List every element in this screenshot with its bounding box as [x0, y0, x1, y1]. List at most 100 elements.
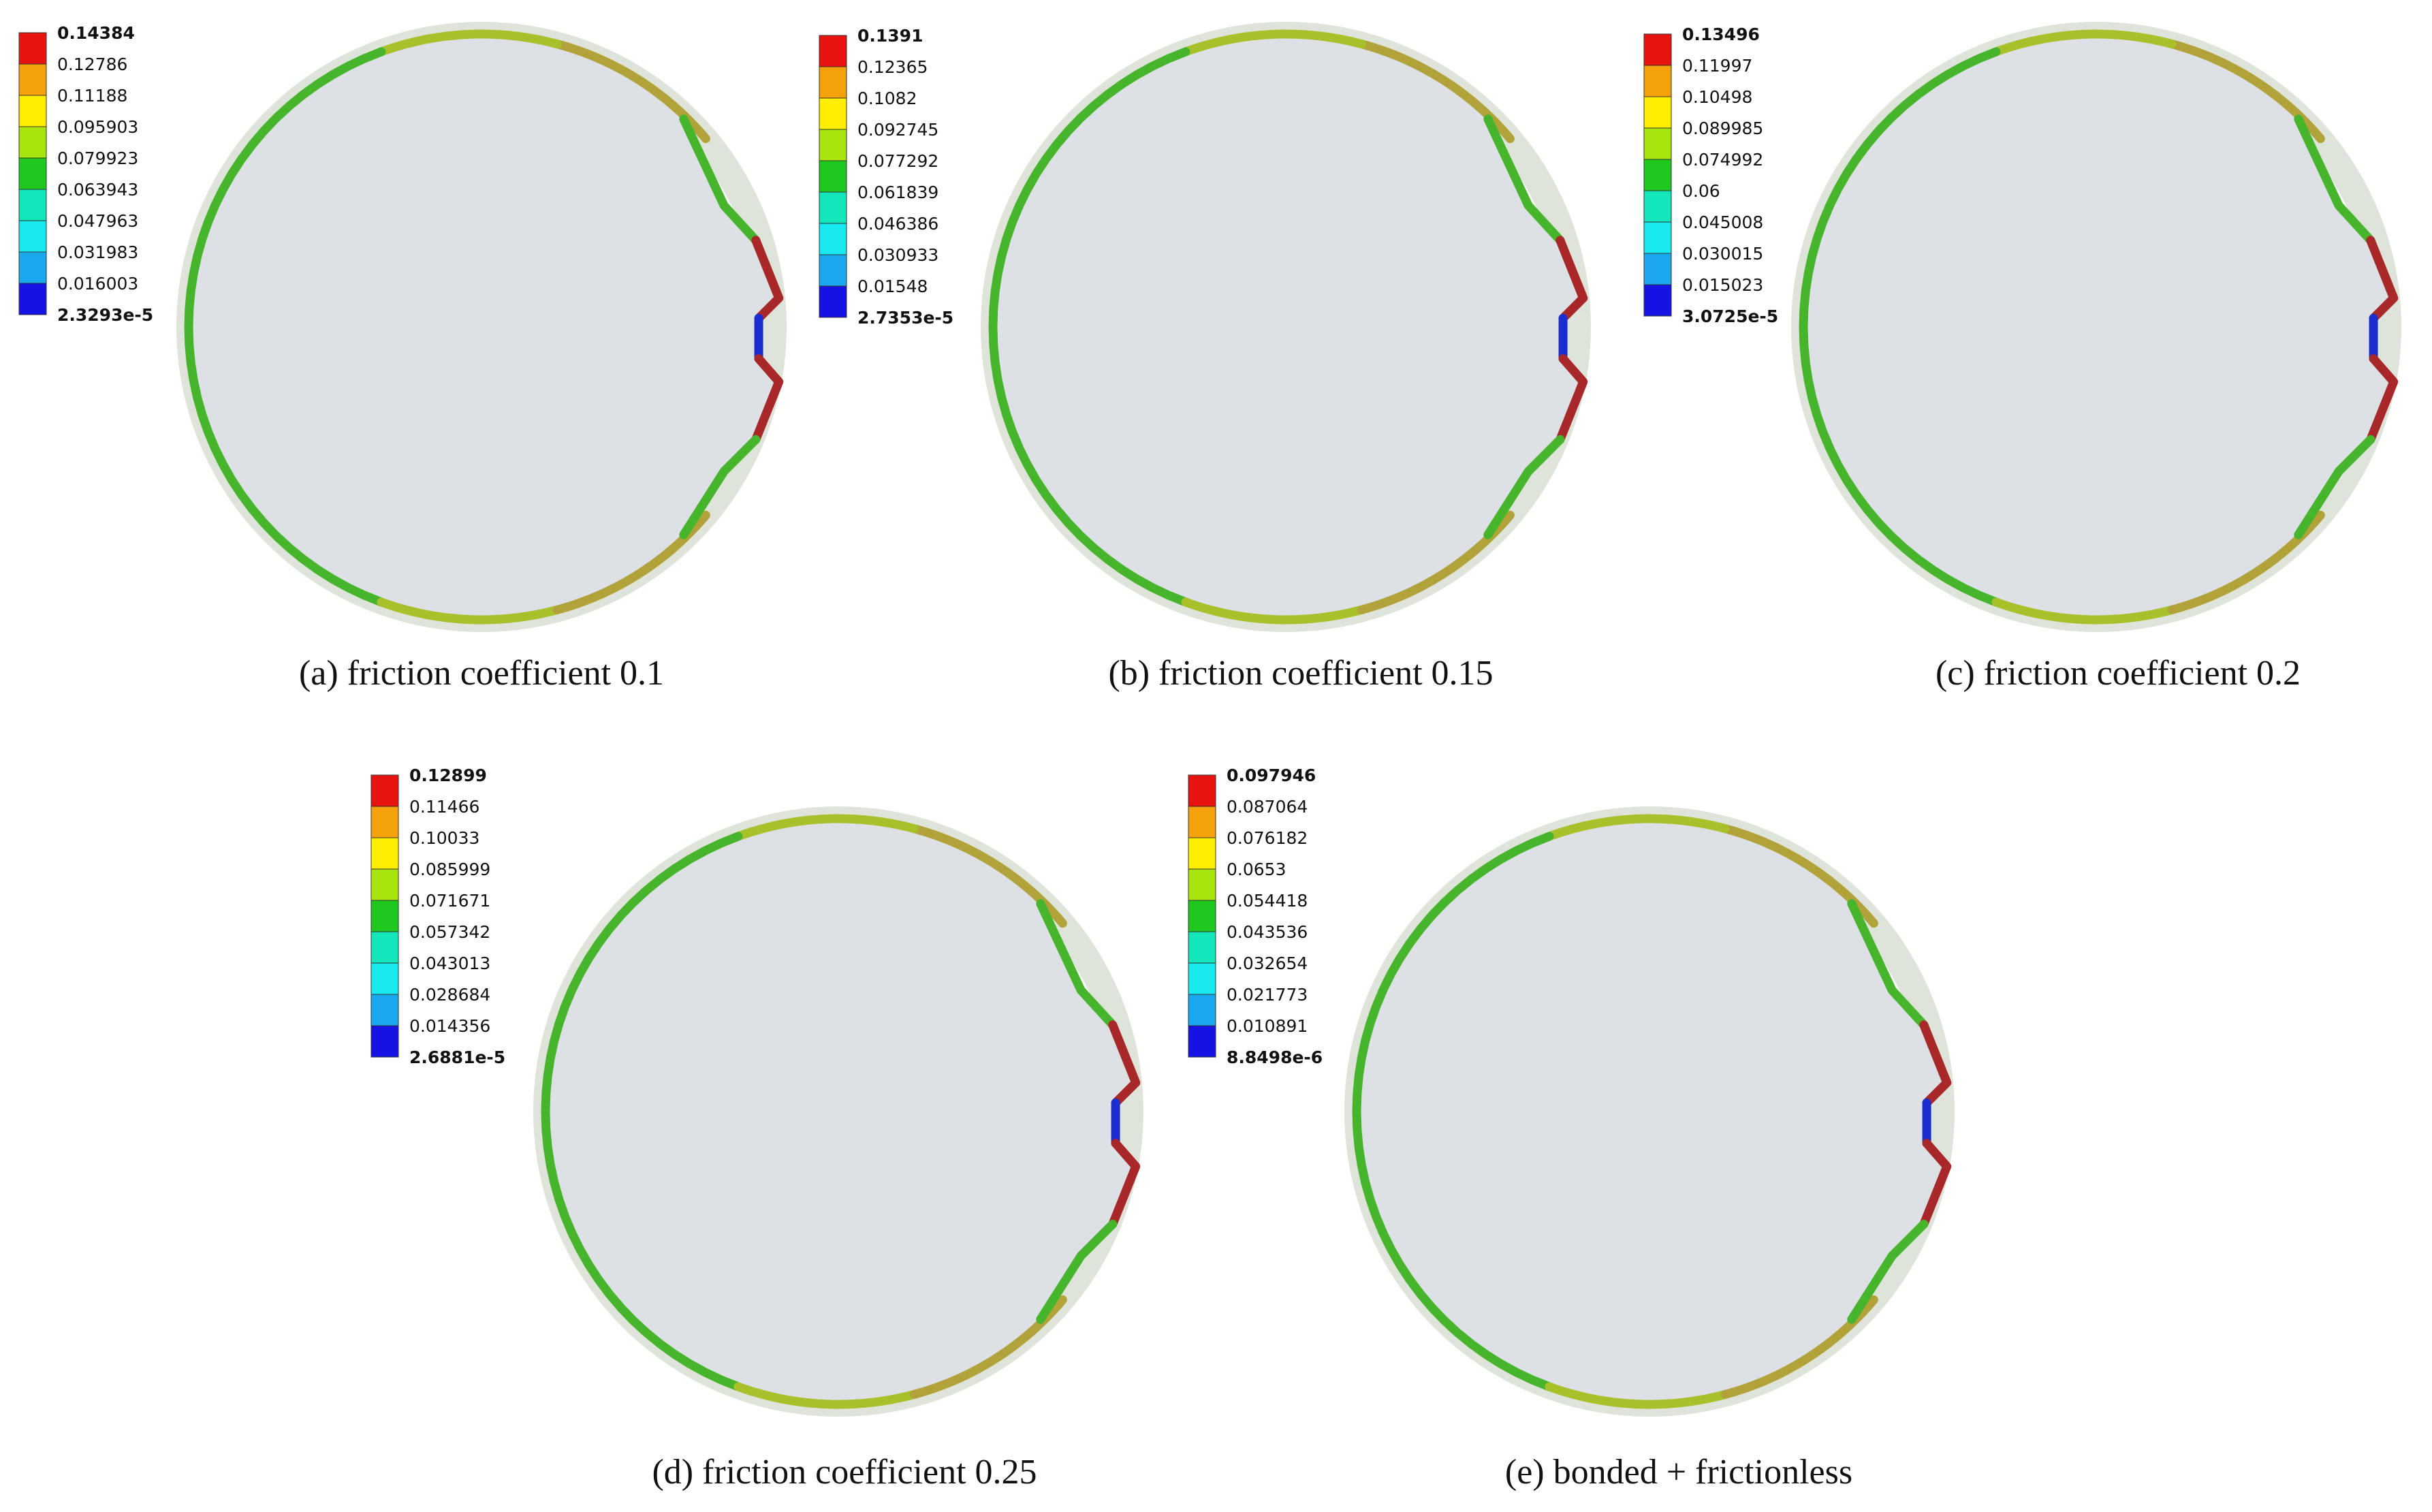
contact-band-segment	[751, 354, 784, 444]
legend-swatch	[18, 32, 47, 65]
contact-band-segment	[2294, 435, 2375, 539]
contact-band-segment	[541, 832, 743, 1391]
legend-swatch	[819, 160, 847, 193]
contact-band-segment	[377, 29, 562, 57]
legend-swatch	[18, 283, 47, 315]
legend-swatch	[819, 254, 847, 287]
legend-swatch	[1188, 962, 1216, 995]
legend-label: 0.0653	[1227, 860, 1286, 879]
panel-b: 0.1391 0.12365 0.1082 0.092745 0.077292 0.061…	[819, 22, 1591, 693]
legend-d: 0.12899 0.11466 0.10033 0.085999 0.071671 0.0…	[370, 766, 505, 1067]
legend-label: 0.11997	[1682, 56, 1752, 76]
legend-swatch	[1643, 127, 1672, 160]
legend-label: 0.043536	[1227, 922, 1308, 942]
legend-label: 0.074992	[1682, 150, 1763, 170]
contact-band-segment	[1847, 1219, 1929, 1324]
legend-label: 3.0725e-5	[1682, 306, 1778, 326]
legend-swatch	[1643, 190, 1672, 223]
panel-d: 0.12899 0.11466 0.10033 0.085999 0.071671 0.0…	[370, 766, 1143, 1492]
legend-swatch	[1643, 96, 1672, 129]
legend-swatch	[18, 95, 47, 127]
legend-swatch	[1188, 806, 1216, 838]
legend-swatch	[1188, 994, 1216, 1026]
legend-swatch	[1188, 837, 1216, 870]
legend-label: 0.030015	[1682, 244, 1763, 264]
contact-band-segment	[377, 597, 562, 625]
legend-label: 0.071671	[409, 891, 490, 911]
legend-label: 0.010891	[1227, 1016, 1308, 1036]
caption-b: (b) friction coefficient 0.15	[1108, 654, 1493, 693]
shaft-contour-c	[1791, 22, 2401, 632]
legend-label: 0.032654	[1227, 954, 1308, 973]
legend-swatch	[1188, 1025, 1216, 1058]
legend-label: 0.12899	[409, 766, 487, 785]
legend-swatch	[819, 66, 847, 99]
contact-band-segment	[1919, 1139, 1952, 1229]
legend-swatch	[18, 126, 47, 159]
legend-label: 0.014356	[409, 1016, 490, 1036]
legend-label: 0.1391	[857, 26, 923, 46]
legend-label: 0.14384	[57, 23, 135, 43]
legend-label: 0.076182	[1227, 828, 1308, 848]
contact-band-segment	[1545, 814, 1730, 841]
legend-swatch	[370, 806, 399, 838]
legend-e: 0.097946 0.087064 0.076182 0.0653 0.054418 0.…	[1188, 766, 1323, 1067]
contact-band-segment	[1352, 832, 1554, 1391]
legend-swatch	[18, 220, 47, 253]
contact-band-segment	[988, 47, 1190, 607]
shaft-disc	[1803, 34, 2394, 620]
contact-band-segment	[2366, 354, 2399, 444]
legend-label: 0.06	[1682, 181, 1720, 201]
legend-label: 0.01548	[857, 277, 928, 296]
legend-swatch	[819, 223, 847, 255]
legend-label: 0.057342	[409, 922, 490, 942]
caption-d: (d) friction coefficient 0.25	[652, 1453, 1037, 1492]
contact-band-segment	[751, 236, 784, 323]
legend-c: 0.13496 0.11997 0.10498 0.089985 0.074992 0.0…	[1643, 25, 1778, 326]
legend-label: 0.1082	[857, 89, 917, 108]
contact-band-segment	[733, 1382, 919, 1409]
legend-label: 0.031983	[57, 242, 138, 262]
contact-band-segment	[1036, 899, 1118, 1030]
legend-label: 2.3293e-5	[57, 305, 153, 325]
contact-band-segment	[2294, 114, 2375, 245]
panel-e: 0.097946 0.087064 0.076182 0.0653 0.054418 0.…	[1188, 766, 1955, 1492]
legend-label: 8.8498e-6	[1227, 1048, 1323, 1067]
legend-swatch	[370, 962, 399, 995]
contact-band-segment	[679, 114, 761, 245]
contact-band-segment	[1483, 435, 1565, 539]
panel-c: 0.13496 0.11997 0.10498 0.089985 0.074992 0.0…	[1643, 22, 2401, 693]
contact-band-segment	[1555, 236, 1588, 323]
panel-a: 0.14384 0.12786 0.11188 0.095903 0.079923 0.0…	[18, 22, 787, 693]
contact-band-segment	[184, 47, 386, 607]
contact-band-segment	[1181, 29, 1366, 57]
shaft-disc	[1357, 819, 1947, 1404]
contact-band-segment	[1181, 597, 1366, 625]
legend-swatch	[370, 1025, 399, 1058]
legend-swatch	[1188, 774, 1216, 807]
contact-band-segment	[1799, 47, 2001, 607]
legend-label: 0.10498	[1682, 87, 1752, 107]
legend-b: 0.1391 0.12365 0.1082 0.092745 0.077292 0.061…	[819, 26, 953, 328]
contact-band-segment	[1036, 1219, 1118, 1324]
legend-label: 0.085999	[409, 860, 490, 879]
legend-swatch	[370, 774, 399, 807]
contact-band-segment	[679, 435, 761, 539]
legend-swatch	[370, 994, 399, 1026]
legend-swatch	[18, 63, 47, 96]
shaft-contour-d	[533, 806, 1143, 1417]
legend-swatch	[18, 157, 47, 190]
legend-label: 0.13496	[1682, 25, 1760, 44]
legend-swatch	[1643, 159, 1672, 191]
shaft-disc	[546, 819, 1136, 1404]
contact-band-segment	[1847, 899, 1929, 1030]
contact-band-segment	[1483, 114, 1565, 245]
shaft-disc	[993, 34, 1583, 620]
legend-swatch	[370, 868, 399, 901]
legend-swatch	[1643, 221, 1672, 254]
legend-swatch	[819, 35, 847, 67]
caption-a: (a) friction coefficient 0.1	[299, 654, 664, 693]
shaft-contour-a	[176, 22, 787, 632]
legend-swatch	[819, 97, 847, 130]
legend-swatch	[1643, 33, 1672, 66]
